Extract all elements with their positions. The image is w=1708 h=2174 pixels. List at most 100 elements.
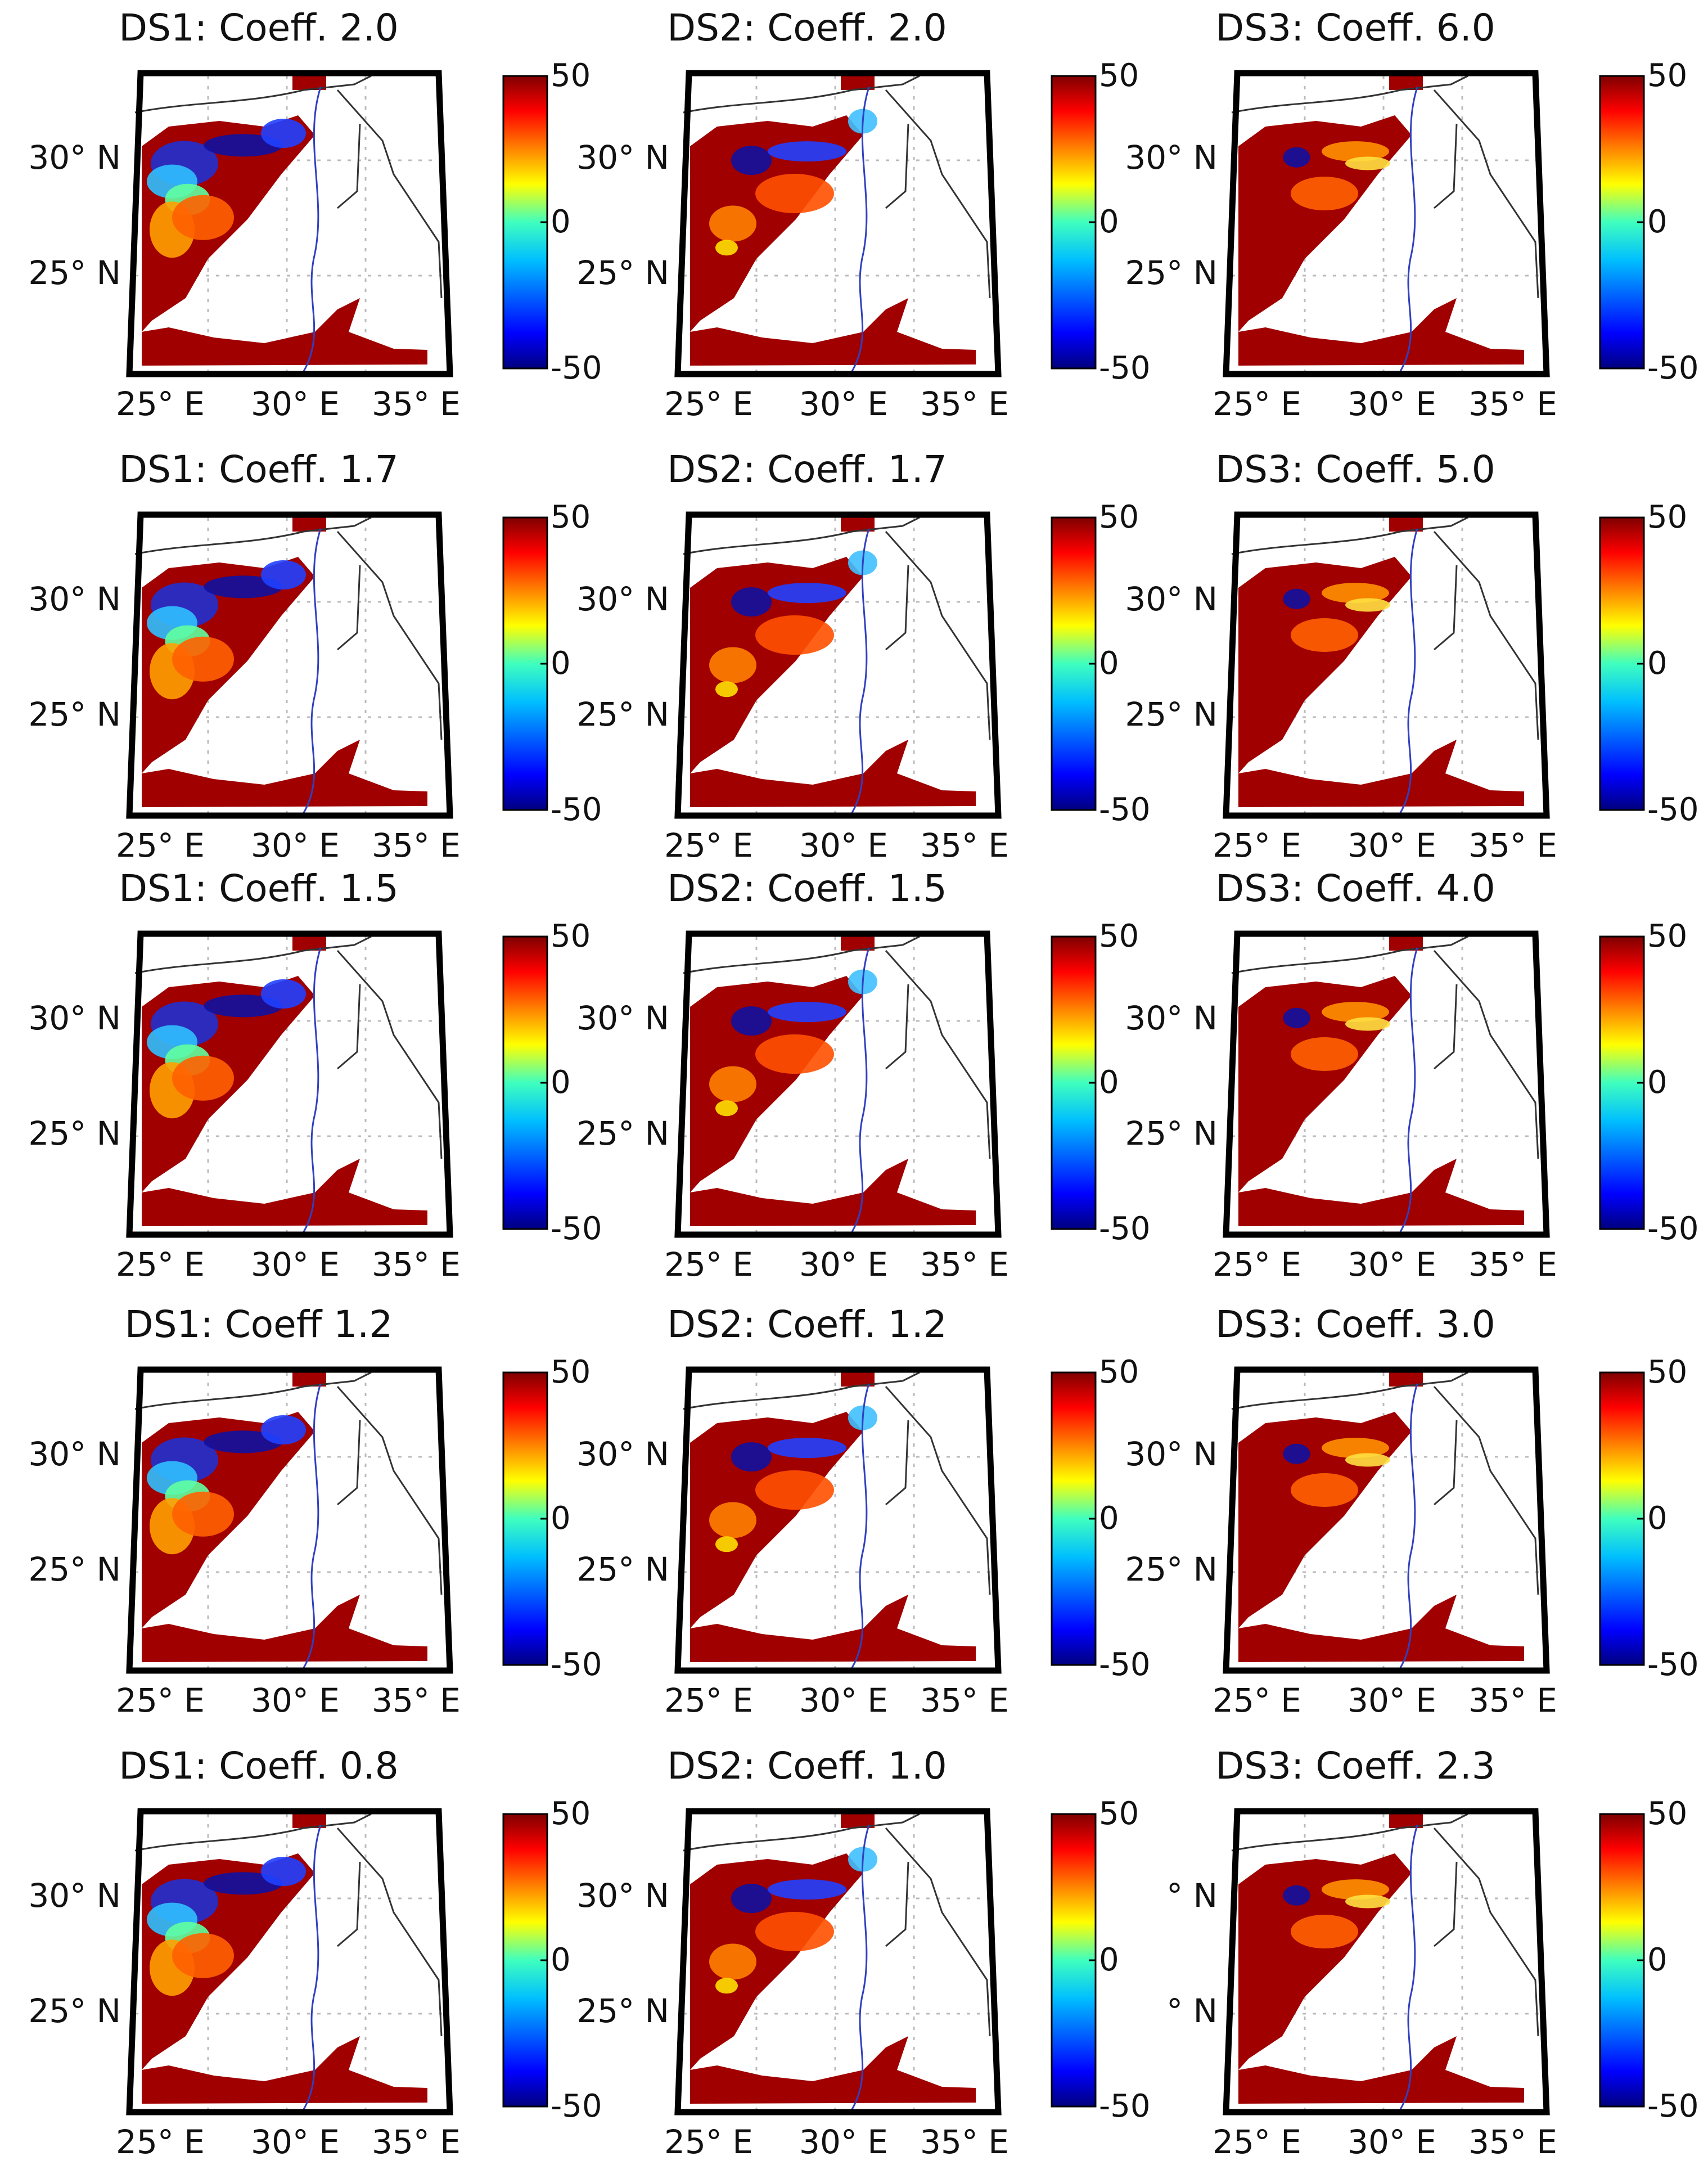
colorbar-tick-label: 0 (551, 1500, 571, 1537)
anomaly-patch (731, 1884, 772, 1914)
lon-tick-label: 35° E (372, 1681, 461, 1720)
anomaly-patch (172, 1491, 234, 1537)
colorbar-tick-label: 50 (1099, 918, 1139, 955)
value-field-south (690, 1595, 976, 1662)
lon-tick-label: 35° E (372, 2123, 461, 2161)
gulf-coast (336, 1386, 443, 1595)
anomaly-patch (261, 1415, 306, 1444)
map-frame (126, 1366, 453, 1674)
lat-tick-label: 30° N (1125, 580, 1218, 618)
colorbar-tick-label: -50 (1647, 791, 1698, 828)
panel-title: DS2: Coeff. 1.7 (667, 448, 947, 491)
map-frame (674, 1366, 1002, 1674)
panel-title: DS2: Coeff. 2.0 (667, 6, 947, 49)
map-panel: DS1: Coeff 1.2 30° N 25° N 25° E 30° E 35° E 5… (22, 1302, 602, 1730)
anomaly-patch (715, 1100, 738, 1117)
lat-tick-label: 30° N (1125, 999, 1218, 1037)
colorbar-tick-label: 50 (551, 1354, 591, 1390)
lon-tick-label: 25° E (116, 2123, 205, 2161)
anomaly-patch (1291, 177, 1358, 210)
map-chart: 30° N 25° N 25° E 30° E 35° E 50 0 -50 (576, 57, 1150, 423)
anomaly-patch (1322, 583, 1389, 604)
colorbar-tick-label: 0 (1099, 1500, 1119, 1537)
river (1399, 1825, 1418, 2110)
map-frame (674, 70, 1002, 377)
lat-tick-label: ° N (1166, 1992, 1218, 2030)
lon-tick-label: 35° E (920, 826, 1009, 865)
value-field-south (1238, 298, 1524, 366)
map-panel: DS3: Coeff. 5.0 30° N 25° N 25° E 30° E 35° E… (1119, 447, 1698, 875)
lat-tick-label: 30° N (576, 1876, 669, 1915)
gulf-coast (885, 1386, 991, 1595)
lon-tick-label: 35° E (920, 1681, 1009, 1720)
value-field-south (690, 1159, 976, 1226)
coastline (1231, 1813, 1468, 1852)
value-field-south (690, 298, 976, 366)
colorbar-tick-label: 0 (1647, 645, 1668, 682)
coastline (1231, 935, 1468, 974)
map-panel: DS2: Coeff. 1.7 30° N 25° N 25° E 30° E 35° E… (571, 447, 1150, 875)
colorbar (1051, 75, 1097, 370)
lat-tick-label: 30° N (1125, 138, 1218, 177)
anomaly-patch (1283, 1007, 1310, 1028)
lon-tick-label: 25° E (116, 1245, 205, 1284)
panel-title: DS3: Coeff. 5.0 (1215, 448, 1495, 491)
panel-title: DS3: Coeff. 4.0 (1215, 867, 1495, 910)
map-panel: DS1: Coeff. 1.7 30° N 25° N 25° E 30° E 35° E… (22, 447, 602, 875)
colorbar (1599, 935, 1645, 1230)
map-panel: DS3: Coeff. 2.3 ° N ° N 25° E 30° E 35° E 50 0 -… (1119, 1744, 1698, 2171)
colorbar (502, 1813, 548, 2108)
river (1399, 1383, 1418, 1668)
anomaly-patch (172, 636, 234, 682)
colorbar (1599, 75, 1645, 370)
lat-tick-label: 30° N (576, 1435, 669, 1473)
map-chart: 30° N 25° N 25° E 30° E 35° E 50 0 -50 (28, 1354, 602, 1720)
coastline (134, 1371, 372, 1410)
colorbar (1051, 1813, 1097, 2108)
sinai-coast (885, 984, 909, 1070)
lon-tick-label: 35° E (1468, 2123, 1557, 2161)
colorbar-tick-label: 50 (1099, 57, 1139, 94)
map-chart: 30° N 25° N 25° E 30° E 35° E 50 0 -50 (28, 1795, 602, 2161)
lon-tick-label: 25° E (1213, 826, 1301, 865)
colorbar-tick-label: 50 (1647, 57, 1687, 94)
anomaly-patch (768, 1002, 846, 1023)
lat-tick-label: 25° N (28, 1114, 121, 1153)
lon-tick-label: 35° E (1468, 826, 1557, 865)
value-field-south (690, 740, 976, 807)
lon-tick-label: 30° E (1348, 826, 1436, 865)
map-frame (1223, 511, 1550, 819)
map-chart: 30° N 25° N 25° E 30° E 35° E 50 0 -50 (1125, 1354, 1698, 1720)
lon-tick-label: 35° E (920, 2123, 1009, 2161)
anomaly-patch (715, 681, 738, 697)
anomaly-patch (755, 615, 834, 655)
lat-tick-label: 25° N (576, 1992, 669, 2030)
colorbar-tick-label: -50 (551, 1210, 602, 1247)
lon-tick-label: 30° E (1348, 1681, 1436, 1720)
value-field (690, 115, 863, 332)
panel-title: DS1: Coeff. 1.5 (119, 867, 399, 910)
colorbar-tick-label: 50 (1099, 1354, 1139, 1390)
river (303, 1825, 322, 2110)
colorbar-tick-label: 50 (1647, 499, 1687, 535)
lon-tick-label: 30° E (251, 2123, 340, 2161)
colorbar (502, 935, 548, 1230)
colorbar-tick-label: 0 (1099, 1064, 1119, 1101)
value-field-south (1238, 1595, 1524, 1662)
river (303, 87, 322, 372)
value-field-south (1238, 740, 1524, 807)
lon-tick-label: 30° E (1348, 2123, 1436, 2161)
lon-tick-label: 30° E (251, 826, 340, 865)
gulf-coast (885, 89, 991, 299)
coastline (134, 516, 372, 555)
coastline (1231, 75, 1468, 114)
lon-tick-label: 25° E (664, 1245, 753, 1284)
colorbar-tick-label: 0 (1647, 1064, 1668, 1101)
gulf-coast (336, 950, 443, 1159)
colorbar-tick-label: 0 (1099, 204, 1119, 240)
anomaly-patch (172, 195, 234, 240)
anomaly-patch (731, 1442, 772, 1472)
lon-tick-label: 35° E (1468, 385, 1557, 423)
value-field (690, 1853, 863, 2070)
